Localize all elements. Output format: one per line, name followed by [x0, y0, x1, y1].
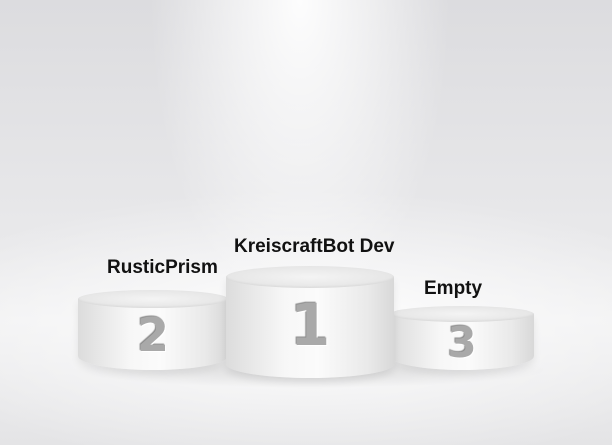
name-second: RusticPrism [107, 257, 218, 278]
rank-number-second: 2 [136, 308, 169, 362]
rank-number-third: 3 [447, 318, 477, 367]
podium-third: 3 [390, 306, 534, 370]
name-first: KreiscraftBot Dev [234, 236, 395, 257]
podium-first: 1 [226, 266, 394, 378]
podium-second: 2 [78, 290, 228, 370]
rank-number-first: 1 [289, 291, 331, 359]
name-third: Empty [424, 278, 483, 299]
